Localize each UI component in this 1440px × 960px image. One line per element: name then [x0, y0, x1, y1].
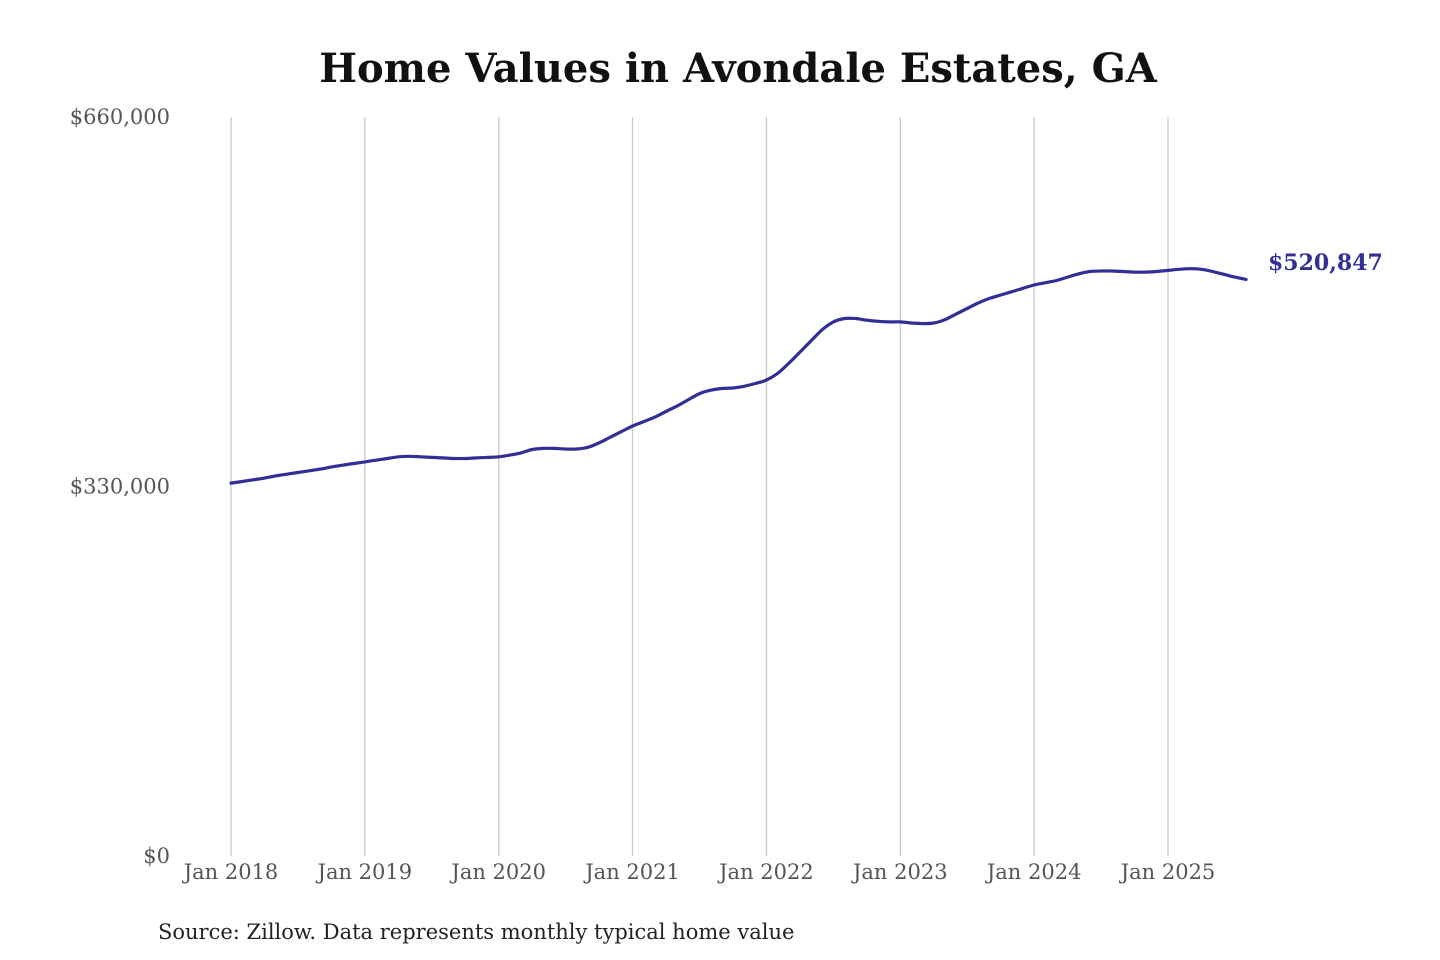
x-tick-label: Jan 2025 — [1119, 860, 1216, 884]
y-tick-label: $330,000 — [70, 475, 170, 499]
y-tick-label: $0 — [143, 844, 170, 868]
x-tick-label: Jan 2019 — [316, 860, 413, 884]
x-tick-label: Jan 2022 — [717, 860, 814, 884]
y-axis-tick-labels: $0 $330,000 $660,000 — [70, 105, 170, 868]
source-note: Source: Zillow. Data represents monthly … — [158, 920, 794, 944]
chart-title: Home Values in Avondale Estates, GA — [319, 45, 1158, 92]
x-axis-tick-labels: Jan 2018 Jan 2019 Jan 2020 Jan 2021 Jan 2022… — [182, 860, 1216, 884]
series-line-0 — [229, 267, 1248, 485]
y-tick-label: $660,000 — [70, 105, 170, 129]
x-tick-label: Jan 2018 — [182, 860, 279, 884]
x-tick-label: Jan 2020 — [449, 860, 546, 884]
series-layer — [229, 267, 1248, 485]
x-tick-label: Jan 2024 — [985, 860, 1082, 884]
end-value-label: $520,847 — [1268, 250, 1383, 276]
vertical-gridlines — [230, 117, 1169, 856]
x-tick-label: Jan 2021 — [583, 860, 680, 884]
x-tick-label: Jan 2023 — [851, 860, 948, 884]
